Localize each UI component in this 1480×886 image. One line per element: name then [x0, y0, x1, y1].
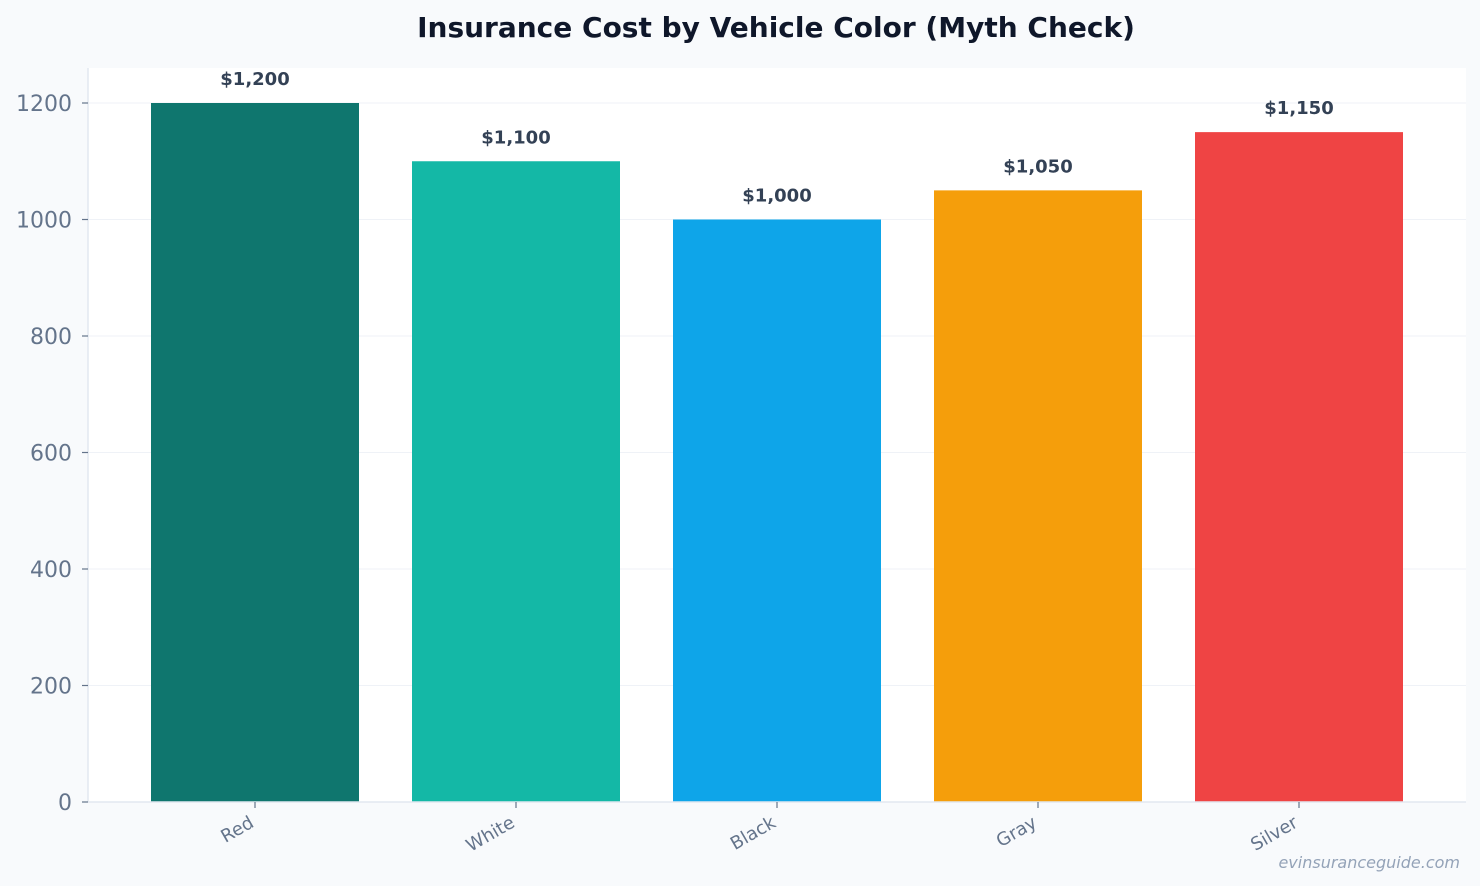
data-labels: $1,200 $1,100 $1,000 $1,050 $1,150	[220, 69, 1333, 207]
chart-title: Insurance Cost by Vehicle Color (Myth Ch…	[417, 11, 1135, 44]
data-label: $1,000	[742, 186, 811, 207]
y-tick-label: 600	[30, 442, 72, 467]
bar-gray	[934, 190, 1142, 802]
watermark: evinsuranceguide.com	[1278, 853, 1460, 872]
y-tick-label: 1200	[16, 92, 72, 117]
y-tick-label: 0	[58, 791, 72, 816]
data-label: $1,100	[481, 127, 550, 148]
bar-red	[151, 103, 359, 802]
x-tick-label: Silver	[1247, 812, 1302, 856]
bar-black	[673, 219, 881, 802]
bar-silver	[1195, 132, 1403, 802]
y-tick-label: 1000	[16, 209, 72, 234]
x-tick-label: White	[463, 812, 519, 856]
data-label: $1,150	[1264, 98, 1333, 119]
y-tick-label: 800	[30, 325, 72, 350]
data-label: $1,200	[220, 69, 289, 90]
x-tick-label: Gray	[993, 812, 1041, 852]
y-tick-label: 200	[30, 675, 72, 700]
data-label: $1,050	[1003, 156, 1072, 177]
x-axis-ticks: Red White Black Gray Silver	[217, 802, 1302, 857]
x-tick-label: Black	[727, 812, 780, 855]
bar-white	[412, 161, 620, 802]
bars	[151, 103, 1403, 802]
y-axis-ticks: 0 200 400 600 800 1000 1200	[16, 92, 88, 816]
y-tick-label: 400	[30, 558, 72, 583]
x-tick-label: Red	[217, 812, 257, 847]
